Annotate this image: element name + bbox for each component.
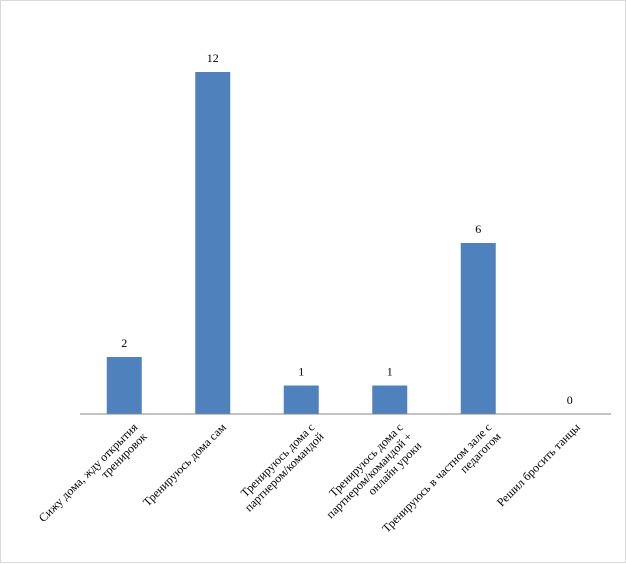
category-label-1: Сижу дома, жду открытиятренировок: [36, 420, 150, 534]
bar-2: [195, 72, 231, 414]
category-label-2: Тренируюсь дома сам: [140, 420, 229, 509]
data-label-5: 6: [475, 222, 481, 236]
data-label-6: 0: [567, 393, 573, 407]
data-label-3: 1: [298, 365, 304, 379]
category-label-1-line-1: Сижу дома, жду открытия: [36, 420, 141, 525]
bar-3: [283, 385, 319, 414]
category-label-3-line-2: партнером/командой: [242, 429, 327, 514]
category-label-3: Тренируюсь дома спартнером/командой: [232, 420, 326, 514]
bar-5: [460, 243, 496, 414]
category-label-6: Решил бросить танцы: [494, 420, 583, 509]
data-labels-group: 2 12 1 1 6 0: [121, 51, 573, 407]
bar-4: [372, 385, 408, 414]
data-label-1: 2: [121, 336, 127, 350]
category-label-2-line-1: Тренируюсь дома сам: [140, 420, 229, 509]
data-label-2: 12: [207, 51, 219, 65]
data-label-4: 1: [387, 365, 393, 379]
bar-1: [106, 357, 142, 414]
category-label-6-line-1: Решил бросить танцы: [494, 420, 583, 509]
category-labels-group: Сижу дома, жду открытиятренировокТрениру…: [36, 420, 583, 535]
bars-group: [106, 72, 496, 414]
